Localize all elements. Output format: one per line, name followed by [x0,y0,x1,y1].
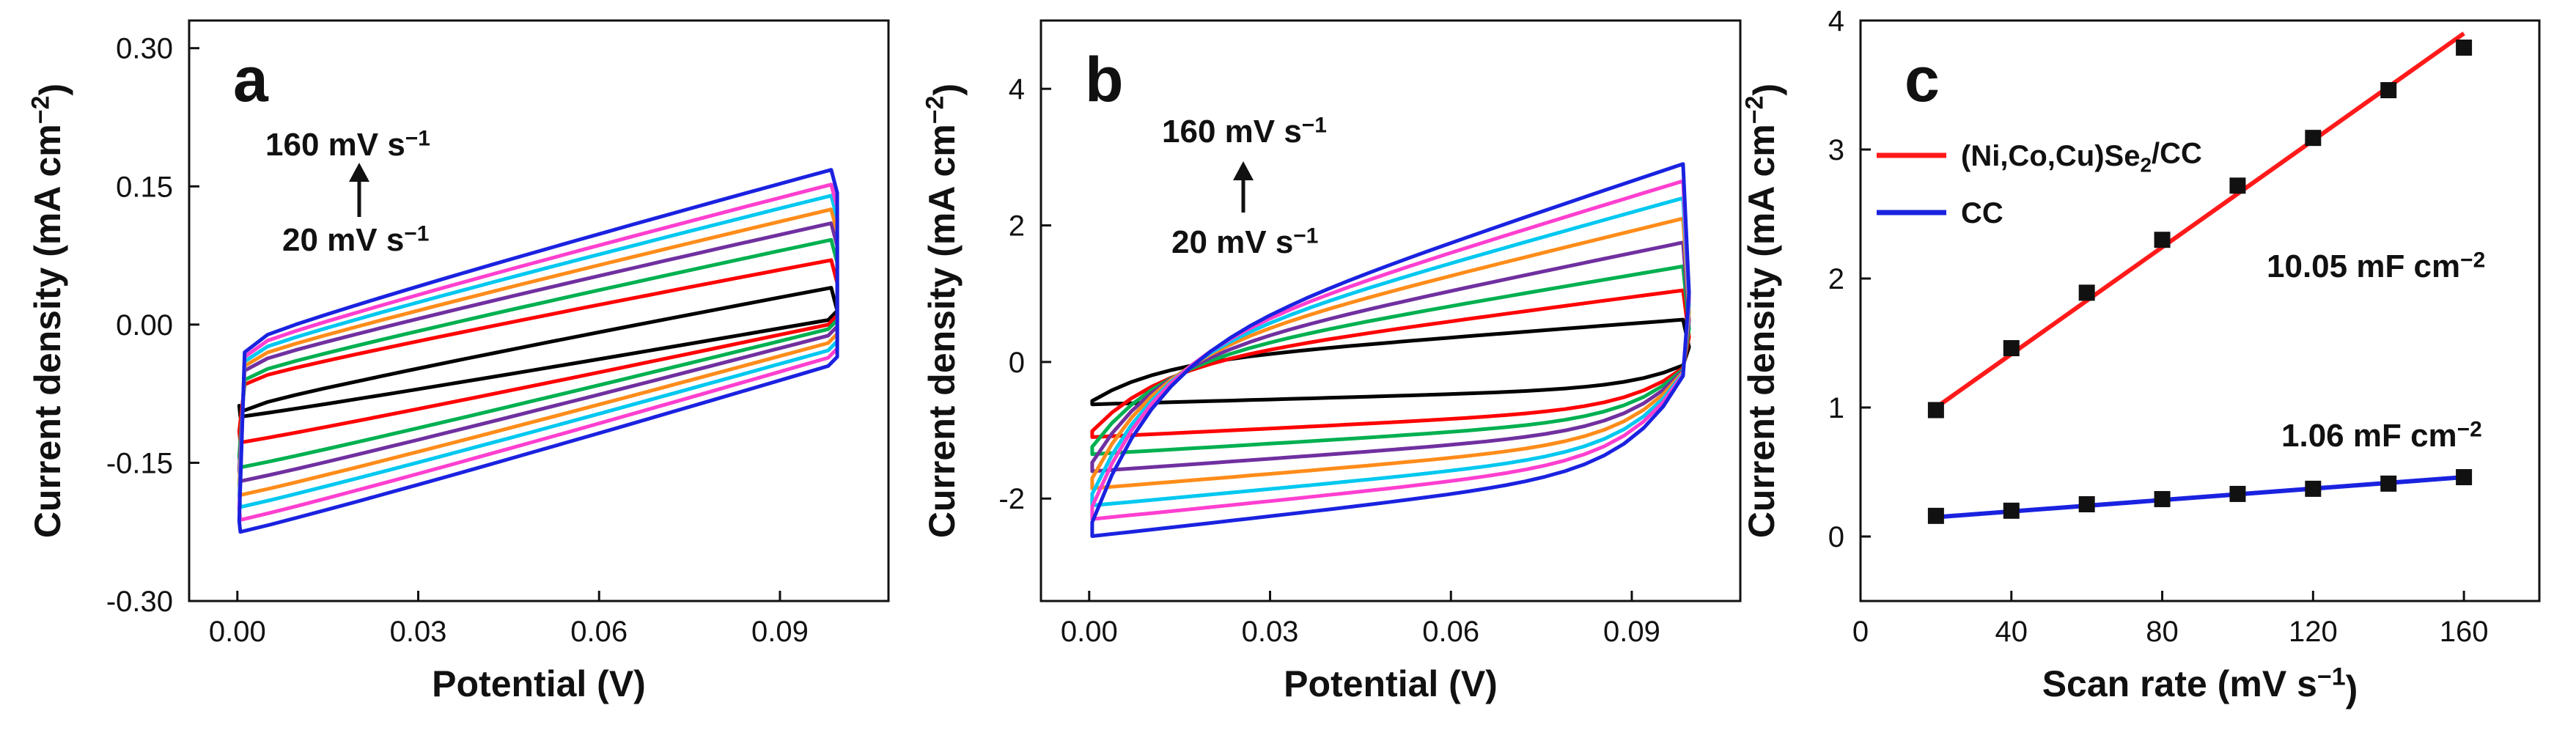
annotation-bottom: 20 mV s−1 [282,222,429,258]
cv-loop-60-mv [1090,264,1691,457]
cv-loop-60-mv [237,237,839,470]
data-point [2380,475,2397,492]
cv-loop-160-mv [237,168,839,534]
plot-frame [188,19,890,602]
x-tick-label: 120 [2289,616,2338,648]
plot-frame [1039,19,1742,602]
data-point [2003,502,2020,519]
y-axis-label: Current density (mA cm−2) [1741,84,1788,538]
panel-label: a [233,45,269,115]
cv-loop-40-mv [1090,288,1691,439]
panel-label: b [1085,45,1124,115]
annotation-bottom: 20 mV s−1 [1171,224,1318,260]
annotation-top: 160 mV s−1 [265,127,430,163]
y-tick-label: -0.15 [106,447,173,479]
data-point [2456,39,2473,56]
cv-curves [1090,162,1691,538]
arrow-head [1233,161,1254,180]
x-tick-label: 0.06 [570,616,628,648]
y-tick-label: 3 [1828,134,1844,166]
legend: (Ni,Co,Cu)Se2/CC CC [1877,137,2202,229]
data-point [1927,507,1944,524]
data-point [2380,82,2397,99]
y-tick-label: -2 [998,483,1025,515]
plot-frame [1859,19,2541,602]
y-tick-label: 0 [1828,521,1844,553]
panel-a: 0.00 0.03 0.06 0.09 -0.30 -0.15 0.00 0.15 0.30 Po… [27,19,890,704]
cv-loop-20-mv [1090,317,1691,407]
data-point [2154,490,2171,507]
data-point [2229,485,2246,502]
y-tick-label: 2 [1828,263,1844,295]
y-axis-label: Current density (mA cm−2) [27,84,73,538]
panel-label: c [1905,45,1940,115]
y-tick-label: 4 [1828,5,1844,37]
x-tick-label: 160 [2440,616,2489,648]
annotation-top: 160 mV s−1 [1162,114,1327,150]
x-tick-label: 0.00 [1061,616,1118,648]
x-axis-label: Potential (V) [1284,663,1498,704]
data-point [2305,130,2322,147]
cv-loop-160-mv [1090,162,1691,538]
y-tick-label: 0.00 [116,309,173,342]
cv-loop-20-mv [237,286,839,419]
panel-c: 0 40 80 120 160 0 1 2 3 4 Scan rate (mV s−1) Curren… [1741,5,2541,710]
cv-curves [237,168,839,534]
x-tick-label: 80 [2146,616,2179,648]
x-tick-label: 0.09 [1603,616,1660,648]
fit-line [1935,475,2465,520]
data-point [2078,284,2095,301]
x-tick-label: 0.03 [390,616,447,648]
x-tick-label: 0.09 [751,616,809,648]
y-tick-label: 0 [1009,347,1025,379]
x-axis-label: Potential (V) [432,663,646,704]
panel-b: 0.00 0.03 0.06 0.09 -2 0 2 4 Potential (V) Curren… [921,19,1742,704]
series-nicocuse2-cc [1927,32,2473,419]
y-tick-label: 2 [1009,210,1025,243]
data-point [2154,232,2171,248]
x-tick-label: 40 [1995,616,2028,648]
x-tick-label: 0.00 [209,616,266,648]
data-point [2003,340,2020,357]
y-axis-label: Current density (mA cm−2) [921,84,968,538]
series-cc [1927,469,2473,524]
x-tick-label: 0.06 [1422,616,1479,648]
data-point [1927,402,1944,419]
arrow-head [349,163,369,182]
fit-line [1935,32,2465,410]
x-tick-label: 0 [1852,616,1869,648]
y-tick-label: 0.15 [116,171,173,203]
data-point [2456,469,2473,486]
legend-label: CC [1961,197,2003,229]
y-tick-label: 4 [1009,73,1025,106]
slope-label: 1.06 mF cm−2 [2281,418,2482,454]
y-tick-label: 1 [1828,392,1844,424]
x-axis-label: Scan rate (mV s−1) [2042,663,2358,710]
data-point [2229,177,2246,194]
y-tick-label: 0.30 [116,33,173,65]
data-point [2078,496,2095,512]
slope-label: 10.05 mF cm−2 [2267,248,2485,284]
legend-label: (Ni,Co,Cu)Se2/CC [1961,137,2202,176]
y-tick-label: -0.30 [106,586,173,618]
data-point [2305,480,2322,497]
x-tick-label: 0.03 [1242,616,1299,648]
